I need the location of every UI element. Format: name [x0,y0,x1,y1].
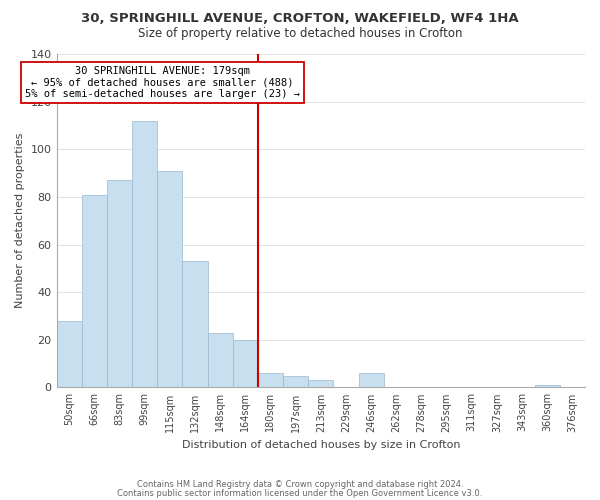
Bar [132,120,157,388]
Text: Contains public sector information licensed under the Open Government Licence v3: Contains public sector information licen… [118,488,482,498]
Bar [208,332,233,388]
Bar [233,340,258,388]
Bar [535,385,560,388]
Y-axis label: Number of detached properties: Number of detached properties [15,133,25,308]
Bar [107,180,132,388]
Bar [157,170,182,388]
Bar [308,380,334,388]
Text: Size of property relative to detached houses in Crofton: Size of property relative to detached ho… [138,28,462,40]
X-axis label: Distribution of detached houses by size in Crofton: Distribution of detached houses by size … [182,440,460,450]
Bar [359,373,383,388]
Text: 30, SPRINGHILL AVENUE, CROFTON, WAKEFIELD, WF4 1HA: 30, SPRINGHILL AVENUE, CROFTON, WAKEFIEL… [81,12,519,26]
Text: Contains HM Land Registry data © Crown copyright and database right 2024.: Contains HM Land Registry data © Crown c… [137,480,463,489]
Bar [258,373,283,388]
Bar [283,376,308,388]
Bar [56,320,82,388]
Bar [82,194,107,388]
Text: 30 SPRINGHILL AVENUE: 179sqm
← 95% of detached houses are smaller (488)
5% of se: 30 SPRINGHILL AVENUE: 179sqm ← 95% of de… [25,66,300,99]
Bar [182,261,208,388]
